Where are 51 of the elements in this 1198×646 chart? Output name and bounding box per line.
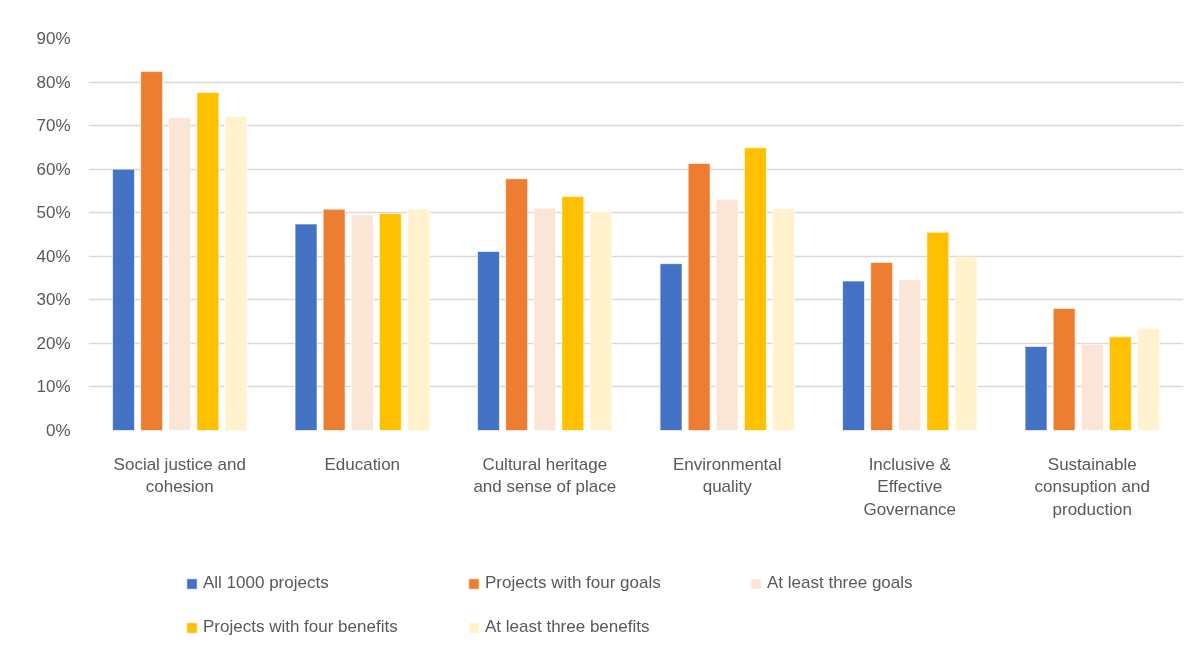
x-tick-label: Education — [324, 454, 401, 474]
x-tick-label: Social justice and cohesion — [113, 454, 246, 497]
y-tick-label: 40% — [36, 246, 71, 266]
bar — [533, 208, 557, 431]
x-tick-label: Environmental quality — [672, 454, 782, 497]
bar — [926, 232, 950, 431]
legend-label: Projects with four benefits — [203, 617, 399, 637]
y-tick-label: 20% — [36, 333, 71, 353]
bar — [294, 223, 318, 431]
legend-label: At least three goals — [767, 573, 914, 593]
legend-label: At least three benefits — [485, 617, 651, 637]
y-tick-label: 0% — [45, 421, 71, 440]
y-tick-label: 90% — [36, 29, 71, 48]
bar — [477, 251, 500, 431]
y-tick-label: 50% — [36, 203, 71, 223]
y-tick-label: 10% — [36, 377, 71, 397]
bar — [715, 198, 739, 431]
legend-label: All 1000 projects — [203, 573, 330, 593]
bar — [842, 280, 865, 431]
bar — [954, 256, 978, 431]
bar — [870, 262, 893, 431]
bar — [224, 116, 248, 431]
x-tick-label: Inclusive & Effective Governance — [863, 454, 957, 520]
x-tick-label: Sustainable consuption and production — [1034, 454, 1150, 520]
bar — [687, 163, 711, 431]
bar — [744, 147, 767, 431]
y-tick-label: 30% — [36, 290, 71, 310]
bar — [772, 208, 795, 431]
x-tick-label: Cultural heritage and sense of place — [473, 454, 617, 497]
bar — [1109, 336, 1132, 431]
bar — [659, 263, 683, 431]
y-tick-label: 80% — [36, 72, 71, 92]
bar — [140, 71, 163, 431]
y-tick-label: 70% — [36, 116, 71, 136]
bar — [1024, 346, 1048, 431]
bar — [379, 213, 402, 431]
bar — [1052, 308, 1076, 431]
y-tick-label: 60% — [36, 159, 71, 179]
bar — [589, 211, 613, 431]
bar — [505, 178, 528, 431]
bar — [322, 208, 346, 431]
bar — [168, 117, 192, 431]
bar — [196, 92, 220, 431]
bar — [350, 214, 374, 431]
bar — [1137, 327, 1160, 431]
bar — [898, 279, 922, 431]
legend-label: Projects with four goals — [485, 573, 662, 593]
bar — [561, 196, 585, 431]
bar — [1080, 343, 1104, 431]
bar — [407, 208, 430, 431]
bar — [112, 168, 135, 431]
